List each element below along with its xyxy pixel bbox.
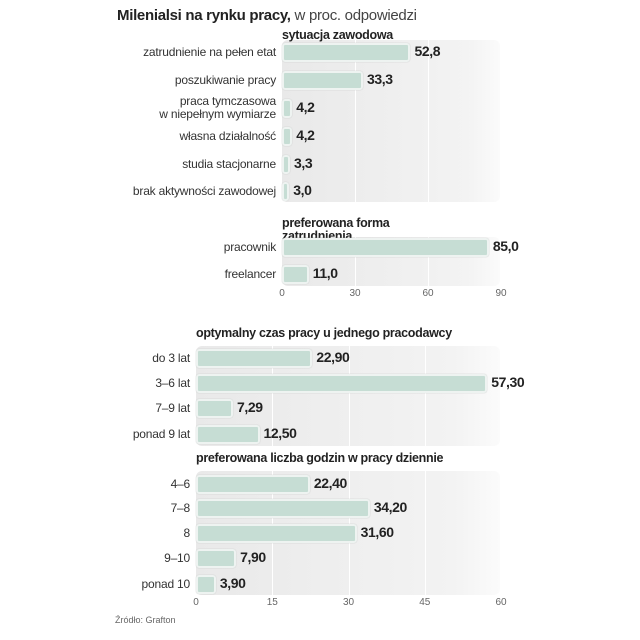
category-label: ponad 9 lat — [132, 426, 190, 441]
group-title: optymalny czas pracy u jednego pracodawc… — [196, 326, 452, 340]
category-label: 7–8 — [170, 500, 191, 515]
bar — [282, 99, 293, 118]
axis-tick-label: 0 — [193, 597, 199, 608]
category-label: freelancer — [224, 266, 277, 281]
gridline — [428, 237, 429, 286]
gridline — [355, 237, 356, 286]
data-label: 3,0 — [293, 182, 312, 198]
gridline — [272, 346, 274, 446]
category-label: własna działalność — [179, 128, 277, 143]
bar — [196, 524, 357, 543]
axis-tick-label: 90 — [495, 288, 507, 299]
bar — [196, 475, 310, 494]
category-label: studia stacjonarne — [182, 156, 276, 171]
bar — [282, 71, 364, 90]
axis-tick-label: 45 — [419, 597, 431, 608]
category-label: pracownik — [223, 239, 276, 254]
category-label: 3–6 lat — [155, 375, 190, 390]
data-label: 22,90 — [316, 349, 350, 365]
bar — [282, 155, 291, 174]
bar — [282, 43, 411, 62]
gridline — [424, 471, 426, 595]
axis-tick-label: 30 — [342, 597, 355, 608]
data-label: 7,29 — [237, 399, 263, 415]
source-note: Źródło: Grafton — [115, 615, 176, 625]
bar — [282, 238, 489, 257]
data-label: 7,90 — [240, 549, 266, 565]
gridline — [428, 40, 429, 202]
data-label: 4,2 — [296, 99, 315, 115]
gridline — [355, 40, 356, 202]
axis-tick-label: 0 — [279, 288, 285, 299]
bar — [196, 549, 237, 568]
bar — [196, 399, 234, 418]
axis-tick-label: 15 — [266, 597, 278, 608]
category-label: zatrudnienie na pełen etat — [143, 44, 276, 59]
category-label: praca tymczasowa w niepełnym wymiarze — [159, 94, 276, 121]
data-label: 34,20 — [373, 499, 407, 515]
bar — [196, 425, 260, 444]
group-title: preferowana liczba godzin w pracy dzienn… — [196, 451, 444, 465]
data-label: 11,0 — [312, 265, 338, 281]
data-label: 85,0 — [492, 238, 519, 254]
data-label: 12,50 — [263, 425, 297, 441]
data-label: 33,3 — [367, 71, 393, 87]
bar — [196, 374, 488, 393]
group-title: sytuacja zawodowa — [282, 28, 393, 42]
category-label: ponad 10 — [141, 576, 191, 591]
axis-tick-label: 60 — [495, 597, 507, 608]
bar — [282, 182, 290, 201]
axis-tick-label: 60 — [422, 288, 434, 299]
plot-panel — [282, 40, 500, 202]
category-label: 8 — [183, 525, 191, 540]
category-label: 7–9 lat — [155, 400, 190, 415]
data-label: 57,30 — [491, 374, 525, 390]
category-label: 9–10 — [164, 550, 190, 565]
data-label: 31,60 — [360, 524, 394, 540]
data-label: 4,2 — [296, 127, 315, 143]
category-label: do 3 lat — [152, 350, 190, 365]
data-label: 22,40 — [313, 475, 347, 491]
bar — [196, 575, 216, 594]
category-label: 4–6 — [170, 476, 191, 491]
data-label: 3,3 — [294, 155, 313, 171]
category-label: poszukiwanie pracy — [174, 72, 276, 87]
axis-tick-label: 30 — [349, 288, 361, 299]
title-bold: Milenialsi na rynku pracy, — [117, 7, 291, 24]
title-subtitle: w proc. odpowiedzi — [290, 7, 417, 24]
chart-title: Milenialsi na rynku pracy, w proc. odpow… — [117, 7, 417, 24]
category-label: brak aktywności zawodowej — [132, 183, 276, 198]
bar — [196, 499, 370, 518]
bar — [282, 127, 293, 146]
bar — [282, 265, 309, 284]
gridline — [348, 346, 350, 446]
data-label: 3,90 — [219, 575, 246, 591]
bar — [196, 349, 313, 368]
gridline — [424, 346, 426, 446]
data-label: 52,8 — [414, 43, 441, 59]
